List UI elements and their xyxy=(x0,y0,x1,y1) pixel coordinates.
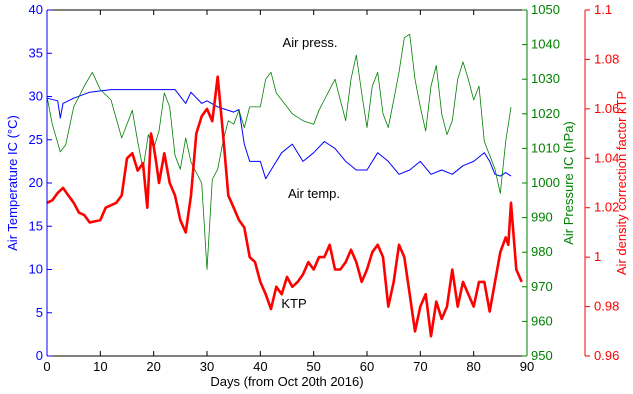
left-tick-label: 30 xyxy=(29,89,43,104)
ktp-tick-label: 1.02 xyxy=(594,200,619,215)
pressure-tick-label: 1000 xyxy=(531,175,560,190)
series-ktp xyxy=(46,75,523,338)
pressure-tick-label: 1040 xyxy=(531,37,560,52)
x-axis-title: Days (from Oct 20th 2016) xyxy=(210,374,363,389)
ktp-tick-label: 0.98 xyxy=(594,299,619,314)
left-tick-label: 0 xyxy=(36,348,43,363)
pressure-tick-label: 1050 xyxy=(531,2,560,17)
left-tick-label: 20 xyxy=(29,175,43,190)
right-axis-pressure-title: Air Pressure IC (hPa) xyxy=(561,121,576,245)
x-tick-label: 50 xyxy=(306,359,320,374)
pressure-tick-label: 1030 xyxy=(531,71,560,86)
x-tick-label: 60 xyxy=(360,359,374,374)
x-tick-label: 0 xyxy=(43,359,50,374)
ktp-tick-label: 1.1 xyxy=(594,2,612,17)
right-axis-ktp: 0.96 0.98 1 1.02 1.04 1.06 1.08 1.1 xyxy=(584,2,619,363)
pressure-tick-label: 960 xyxy=(531,313,553,328)
left-tick-label: 25 xyxy=(29,132,43,147)
x-tick-label: 40 xyxy=(253,359,267,374)
pressure-tick-label: 980 xyxy=(531,244,553,259)
plot-frame xyxy=(47,9,527,357)
x-axis: 0 10 20 30 40 50 60 70 80 90 xyxy=(43,10,534,374)
series-layer xyxy=(46,33,523,338)
pressure-tick-label: 1010 xyxy=(531,140,560,155)
left-axis: 0 5 10 15 20 25 30 35 40 xyxy=(29,2,52,363)
left-tick-label: 10 xyxy=(29,262,43,277)
ktp-tick-label: 1.06 xyxy=(594,101,619,116)
left-tick-label: 35 xyxy=(29,45,43,60)
left-axis-title: Air Temperature IC (°C) xyxy=(5,115,20,251)
ktp-tick-label: 1.08 xyxy=(594,51,619,66)
pressure-tick-label: 990 xyxy=(531,210,553,225)
x-tick-label: 80 xyxy=(466,359,480,374)
ktp-tick-label: 1.04 xyxy=(594,150,619,165)
x-tick-label: 10 xyxy=(93,359,107,374)
right-axis-ktp-title: Air density correction factor kTP xyxy=(614,91,629,275)
ktp-tick-label: 1 xyxy=(594,249,601,264)
ktp-tick-label: 0.96 xyxy=(594,348,619,363)
x-tick-label: 90 xyxy=(520,359,534,374)
pressure-tick-label: 970 xyxy=(531,279,553,294)
x-tick-label: 20 xyxy=(146,359,160,374)
series-air-pressure xyxy=(46,33,512,270)
left-tick-label: 40 xyxy=(29,2,43,17)
pressure-tick-label: 950 xyxy=(531,348,553,363)
annotation-air-temp: Air temp. xyxy=(288,186,340,201)
x-tick-label: 30 xyxy=(200,359,214,374)
series-air-temperature xyxy=(46,89,512,180)
left-tick-label: 15 xyxy=(29,218,43,233)
annotation-ktp: KTP xyxy=(281,296,306,311)
left-tick-label: 5 xyxy=(36,305,43,320)
right-axis-pressure: 950 960 970 980 990 1000 1010 1020 1030 1040 1050 xyxy=(522,2,560,363)
pressure-tick-label: 1020 xyxy=(531,106,560,121)
annotation-air-press: Air press. xyxy=(283,35,338,50)
x-tick-label: 70 xyxy=(413,359,427,374)
